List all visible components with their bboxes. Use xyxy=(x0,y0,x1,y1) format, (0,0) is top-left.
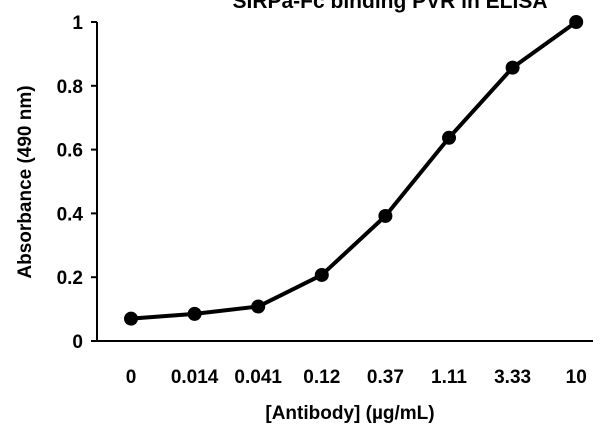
y-tick-label: 0.6 xyxy=(57,141,83,162)
x-tick-label: 3.33 xyxy=(494,367,531,388)
data-point xyxy=(187,306,202,321)
x-tick-label: 0.12 xyxy=(303,367,340,388)
x-axis-ticks: 0 0.014 0.041 0.12 0.37 1.11 3.33 10 xyxy=(126,367,587,388)
y-tick-label: 0.8 xyxy=(57,77,83,98)
x-tick-label: 0.014 xyxy=(171,367,219,388)
y-tick-label: 0.2 xyxy=(57,268,83,289)
y-tick-label: 0.4 xyxy=(57,204,84,225)
x-tick-label: 0.041 xyxy=(234,367,282,388)
y-tick-label: 1 xyxy=(72,13,83,34)
data-point xyxy=(314,267,329,282)
x-tick-label: 0 xyxy=(126,367,137,388)
y-axis-title: Absorbance (490 nm) xyxy=(15,85,36,278)
y-tick-label: 0 xyxy=(72,332,83,353)
data-point xyxy=(251,299,266,314)
series-line xyxy=(130,20,578,321)
x-axis-title: [Antibody] (µg/mL) xyxy=(265,403,434,424)
data-point xyxy=(442,130,456,145)
chart-title: SIRPa-Fc binding PVR in ELISA xyxy=(232,0,547,13)
data-point xyxy=(505,60,520,75)
x-tick-label: 10 xyxy=(566,367,587,388)
data-point xyxy=(124,311,138,326)
data-point xyxy=(378,208,393,223)
data-point xyxy=(569,15,584,29)
x-tick-label: 1.11 xyxy=(431,367,467,388)
y-axis-ticks: 0 0.2 0.4 0.6 0.8 1 xyxy=(57,13,97,353)
x-tick-label: 0.37 xyxy=(367,367,404,388)
series-layer xyxy=(124,15,584,326)
